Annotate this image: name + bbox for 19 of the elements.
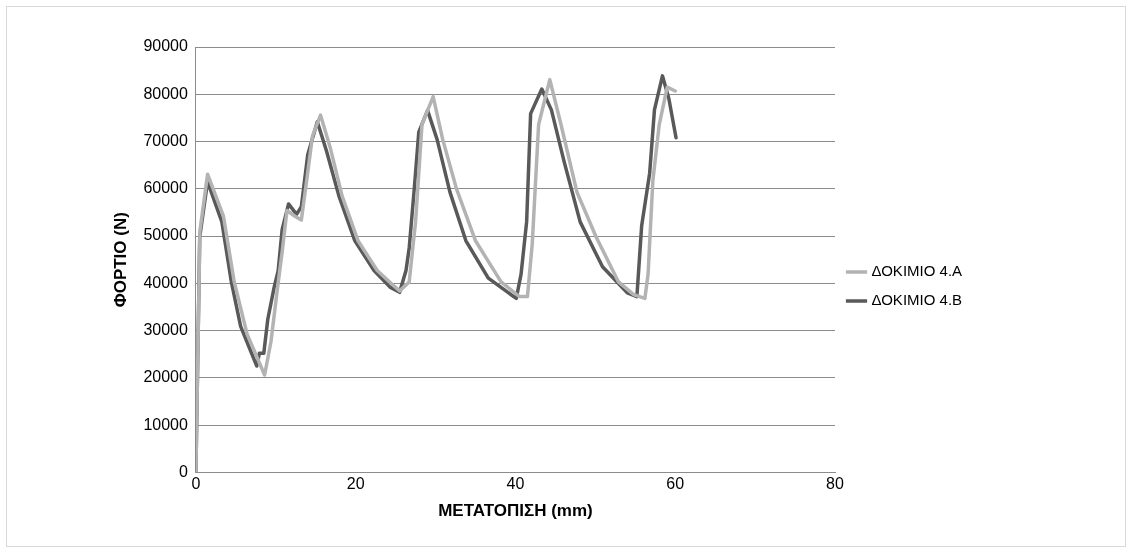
y-tick-label: 10000 — [143, 415, 188, 433]
legend-label: ΔΟΚΙΜΙΟ 4.B — [871, 291, 963, 309]
x-axis-title: ΜΕΤΑΤΟΠΙΣΗ (mm) — [438, 501, 593, 521]
y-tick-label: 70000 — [143, 131, 188, 149]
y-tick-label: 0 — [178, 462, 188, 480]
x-tick-label: 80 — [826, 475, 844, 493]
x-tick-label: 20 — [346, 475, 365, 493]
y-tick-label: 90000 — [143, 37, 188, 55]
y-axis-title: ΦΟΡΤΙΟ (N) — [110, 212, 130, 308]
x-tick-label: 0 — [191, 475, 201, 493]
y-tick-label: 80000 — [143, 84, 188, 102]
legend-label: ΔΟΚΙΜΙΟ 4.A — [871, 262, 963, 280]
x-tick-label: 40 — [506, 475, 525, 493]
y-tick-label: 20000 — [143, 368, 188, 386]
y-tick-label: 30000 — [143, 321, 188, 339]
y-tick-label: 50000 — [143, 226, 188, 244]
y-tick-label: 40000 — [143, 273, 188, 291]
x-tick-label: 60 — [666, 475, 685, 493]
y-tick-label: 60000 — [143, 179, 188, 197]
